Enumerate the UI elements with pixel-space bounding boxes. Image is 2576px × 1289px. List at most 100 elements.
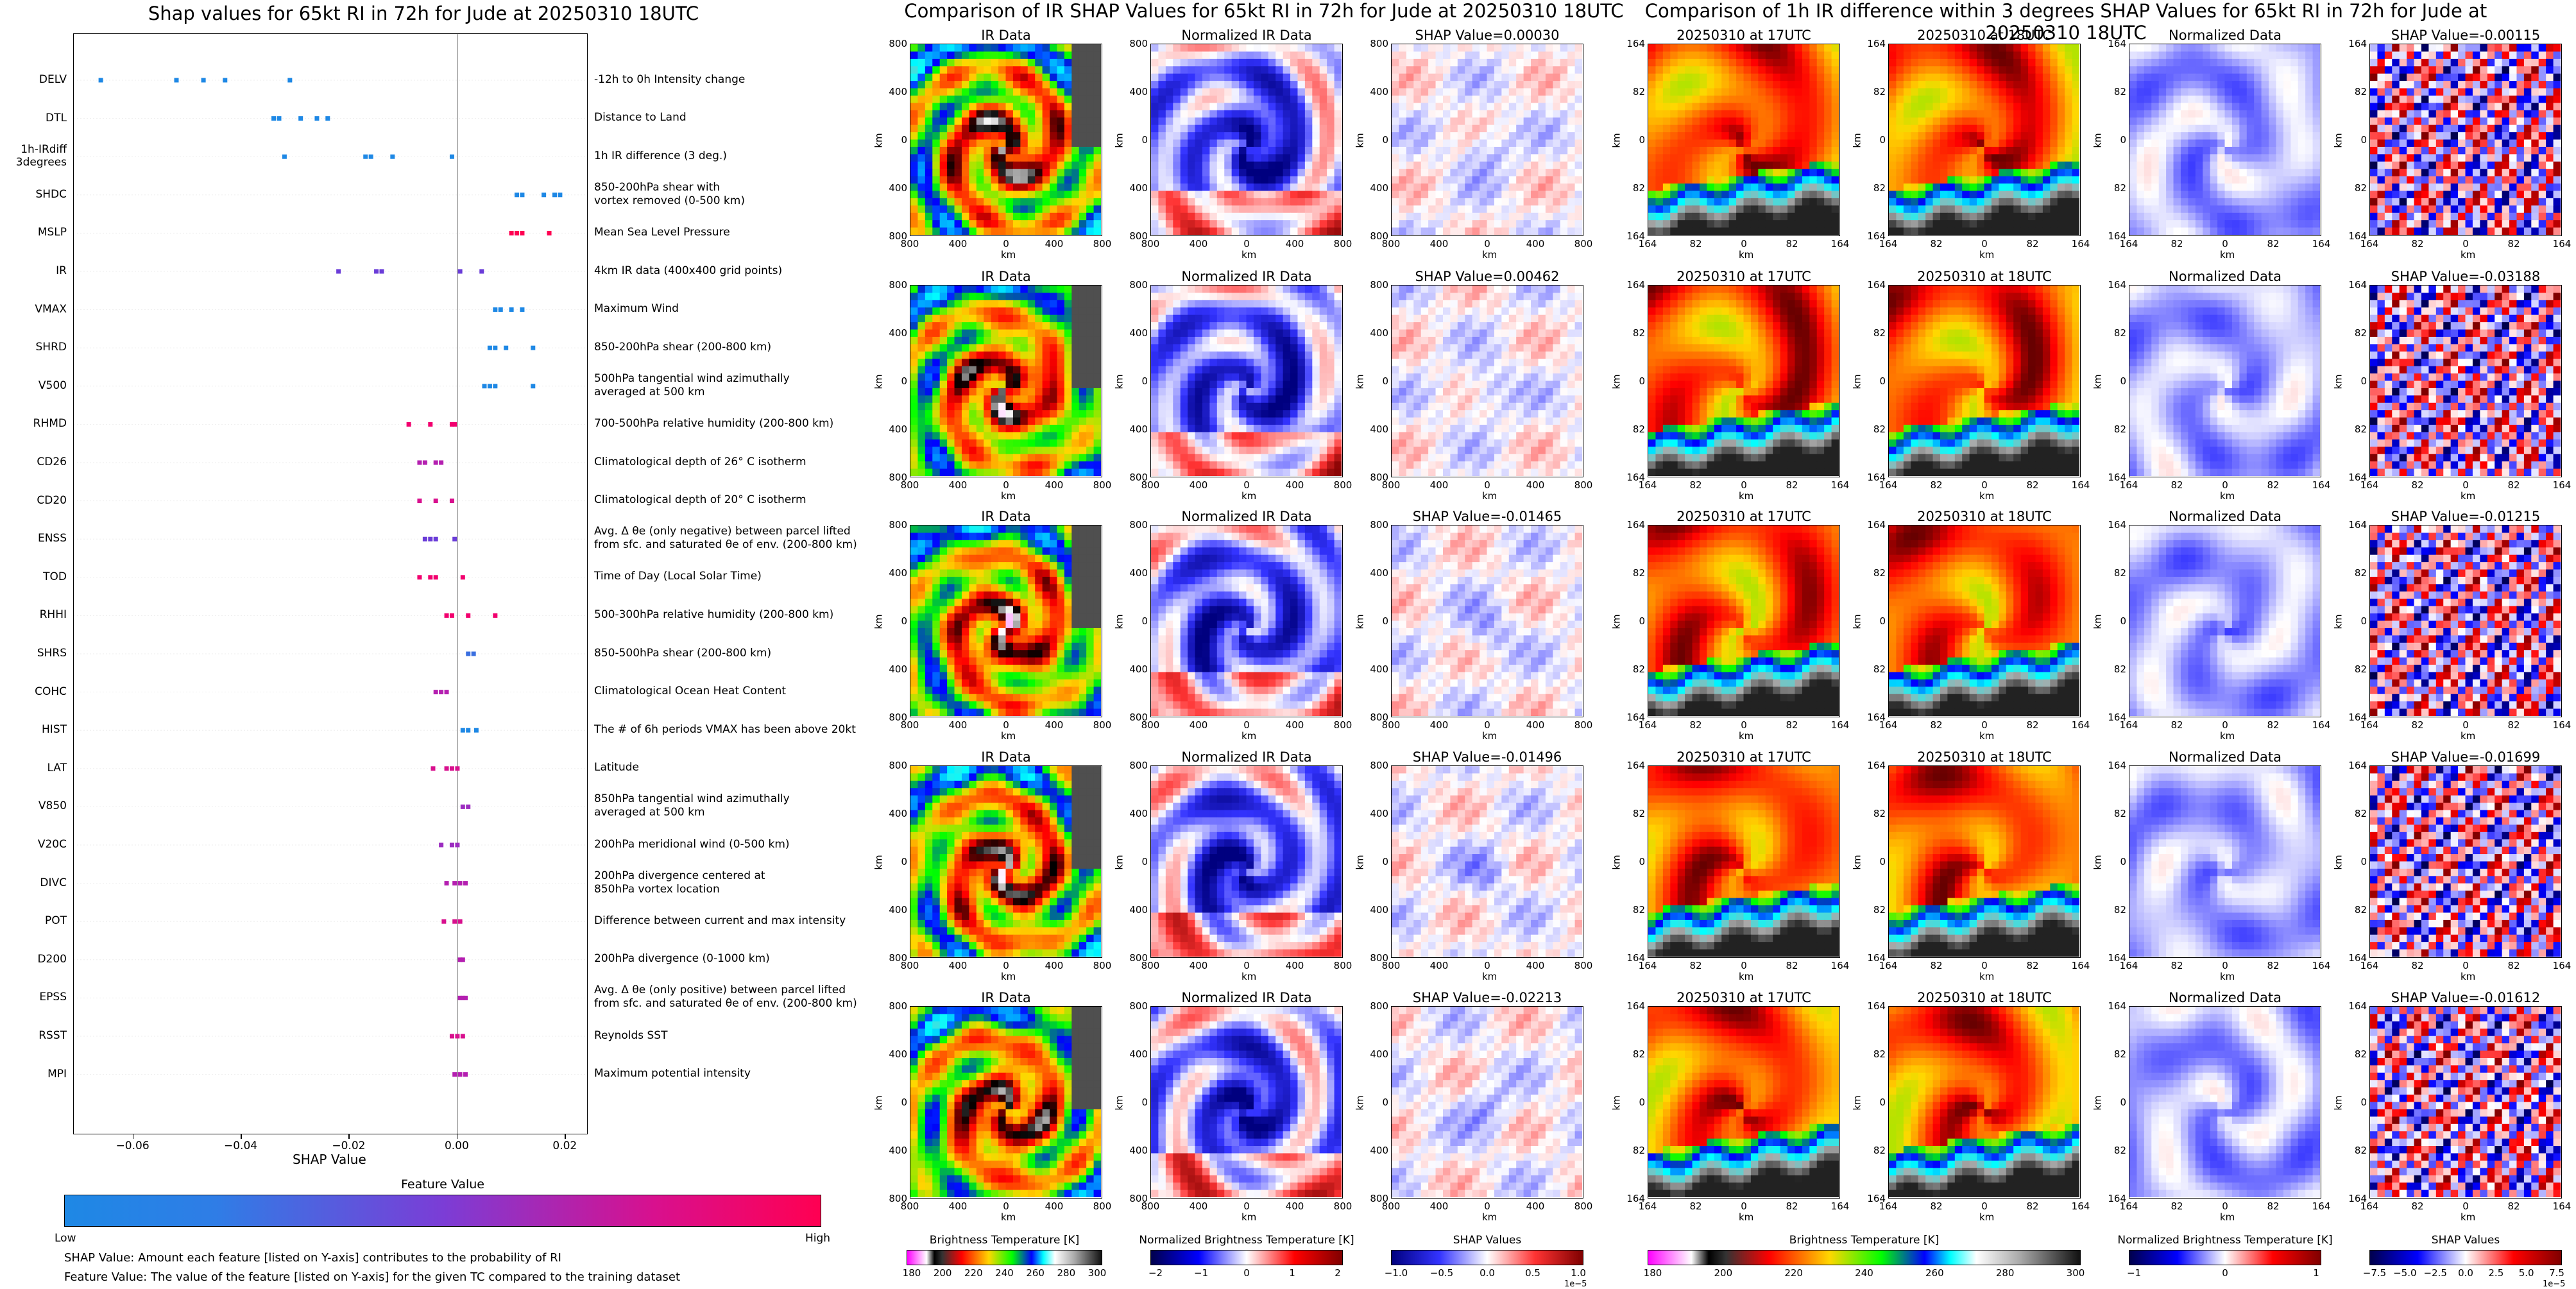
y-tick-label: 164 xyxy=(1865,1193,1886,1204)
heatmap-svg xyxy=(1648,766,1839,957)
heatmap-cells xyxy=(910,286,1101,476)
shap-point xyxy=(457,919,463,924)
x-axis-label: km xyxy=(1979,971,1994,982)
heatmap-panel xyxy=(910,285,1102,477)
shap-point xyxy=(460,1034,465,1039)
panel-title: SHAP Value=-0.00115 xyxy=(2344,28,2576,43)
y-tick-label: 164 xyxy=(1865,519,1886,531)
feature-description-label: 850-500hPa shear (200-800 km) xyxy=(594,647,771,660)
y-tick-label: 82 xyxy=(2346,1048,2367,1060)
shap-point xyxy=(515,192,520,198)
x-tick-label: 82 xyxy=(1922,238,1950,250)
shap-point xyxy=(336,269,341,274)
colorbar-low-label: Low xyxy=(55,1232,76,1245)
feature-code-label: CD26 xyxy=(37,456,67,468)
shap-point xyxy=(439,842,444,848)
x-tick-label: 164 xyxy=(2067,479,2095,491)
colorbar-tick-label: 5.0 xyxy=(2512,1267,2541,1279)
x-axis-label: km xyxy=(2220,249,2235,260)
y-axis-label: km xyxy=(873,1095,885,1110)
feature-code-label: RHMD xyxy=(33,417,67,430)
x-tick-label: 82 xyxy=(2163,719,2191,731)
x-tick-label: 82 xyxy=(2403,1200,2432,1212)
y-tick-label: 82 xyxy=(1865,1145,1886,1156)
y-tick-label: 164 xyxy=(1625,38,1645,49)
y-tick-label: 0 xyxy=(1127,375,1148,387)
y-tick-label: 800 xyxy=(1127,712,1148,723)
shap-point xyxy=(520,192,525,198)
y-tick-label: 0 xyxy=(1127,134,1148,146)
heatmap-panel xyxy=(2129,285,2321,477)
x-tick-label: 800 xyxy=(1088,479,1116,491)
y-tick-label: 82 xyxy=(2346,423,2367,435)
y-tick-label: 82 xyxy=(1865,327,1886,339)
y-tick-label: 0 xyxy=(1865,615,1886,627)
heatmap-panel xyxy=(2369,525,2562,717)
heatmap-svg xyxy=(1151,525,1342,716)
y-tick-label: 0 xyxy=(1625,375,1645,387)
heatmap-cells xyxy=(1392,1007,1582,1197)
feature-description-label: 500hPa tangential wind azimuthally avera… xyxy=(594,372,790,399)
x-tick-label: 82 xyxy=(2163,960,2191,971)
x-tick-label: 164 xyxy=(1874,960,1902,971)
shap-point xyxy=(287,78,293,83)
shap-point xyxy=(406,422,411,427)
panel-title: SHAP Value=-0.03188 xyxy=(2344,269,2576,284)
x-tick-label: 800 xyxy=(1088,238,1116,250)
x-tick-label: 164 xyxy=(2307,1200,2335,1212)
panel-title: 20250310 at 18UTC xyxy=(1863,990,2106,1005)
y-tick-label: 82 xyxy=(1865,808,1886,819)
x-tick-label: 800 xyxy=(1377,719,1405,731)
x-tick-label: 400 xyxy=(1184,238,1213,250)
heatmap-panel xyxy=(910,1006,1102,1199)
y-tick-label: 82 xyxy=(2346,86,2367,98)
y-tick-label: 82 xyxy=(2106,327,2126,339)
panel-title: 20250310 at 17UTC xyxy=(1622,509,1866,524)
feature-description-label: 850hPa tangential wind azimuthally avera… xyxy=(594,792,790,819)
x-axis-label: km xyxy=(1001,1211,1016,1223)
shap-point xyxy=(493,384,498,389)
y-tick-label: 164 xyxy=(1865,1000,1886,1012)
colorbar-tick-label: 240 xyxy=(991,1267,1019,1279)
x-tick-label: 0 xyxy=(1233,479,1261,491)
x-tick-label: 0 xyxy=(992,479,1020,491)
heatmap-panel xyxy=(1648,1006,1840,1199)
x-tick-label: 164 xyxy=(2307,479,2335,491)
shap-point xyxy=(460,575,465,580)
shap-point xyxy=(223,78,228,83)
x-tick-label: 82 xyxy=(2403,960,2432,971)
colorbar xyxy=(1391,1250,1583,1265)
y-axis-label: km xyxy=(1114,614,1125,629)
x-tick-label: 400 xyxy=(1425,1200,1453,1212)
y-tick-label: 800 xyxy=(1127,1193,1148,1204)
shap-point xyxy=(455,766,460,771)
x-tick-label: 0 xyxy=(2211,479,2239,491)
panel-title: SHAP Value=-0.02213 xyxy=(1365,990,1609,1005)
y-tick-label: 164 xyxy=(1865,712,1886,723)
y-tick-label: 0 xyxy=(1865,375,1886,387)
y-tick-label: 82 xyxy=(1625,1048,1645,1060)
shap-point xyxy=(390,154,395,159)
y-tick-label: 400 xyxy=(1127,182,1148,194)
heatmap-cells xyxy=(1648,1007,1839,1197)
heatmap-cells xyxy=(910,766,1101,957)
heatmap-cells xyxy=(2370,44,2561,235)
x-tick-label: 164 xyxy=(1874,479,1902,491)
x-tick-label: 400 xyxy=(1281,238,1309,250)
colorbar-tick-label: 180 xyxy=(898,1267,926,1279)
y-tick-label: 164 xyxy=(1625,952,1645,964)
x-tick-label: 164 xyxy=(1633,1200,1662,1212)
x-tick-label: 164 xyxy=(2548,719,2576,731)
colorbar xyxy=(1648,1250,2081,1265)
shap-point xyxy=(466,651,471,656)
heatmap-panel xyxy=(1888,765,2081,958)
colorbar-tick-label: −7.5 xyxy=(2360,1267,2389,1279)
feature-code-label: TOD xyxy=(43,570,67,583)
heatmap-panel xyxy=(1648,525,1840,717)
feature-description-label: 700-500hPa relative humidity (200-800 km… xyxy=(594,417,833,431)
y-tick-label: 164 xyxy=(2106,952,2126,964)
heatmap-panel xyxy=(1391,44,1583,236)
y-tick-label: 800 xyxy=(1368,1000,1388,1012)
x-tick-label: 164 xyxy=(2067,1200,2095,1212)
shap-point xyxy=(455,1034,460,1039)
